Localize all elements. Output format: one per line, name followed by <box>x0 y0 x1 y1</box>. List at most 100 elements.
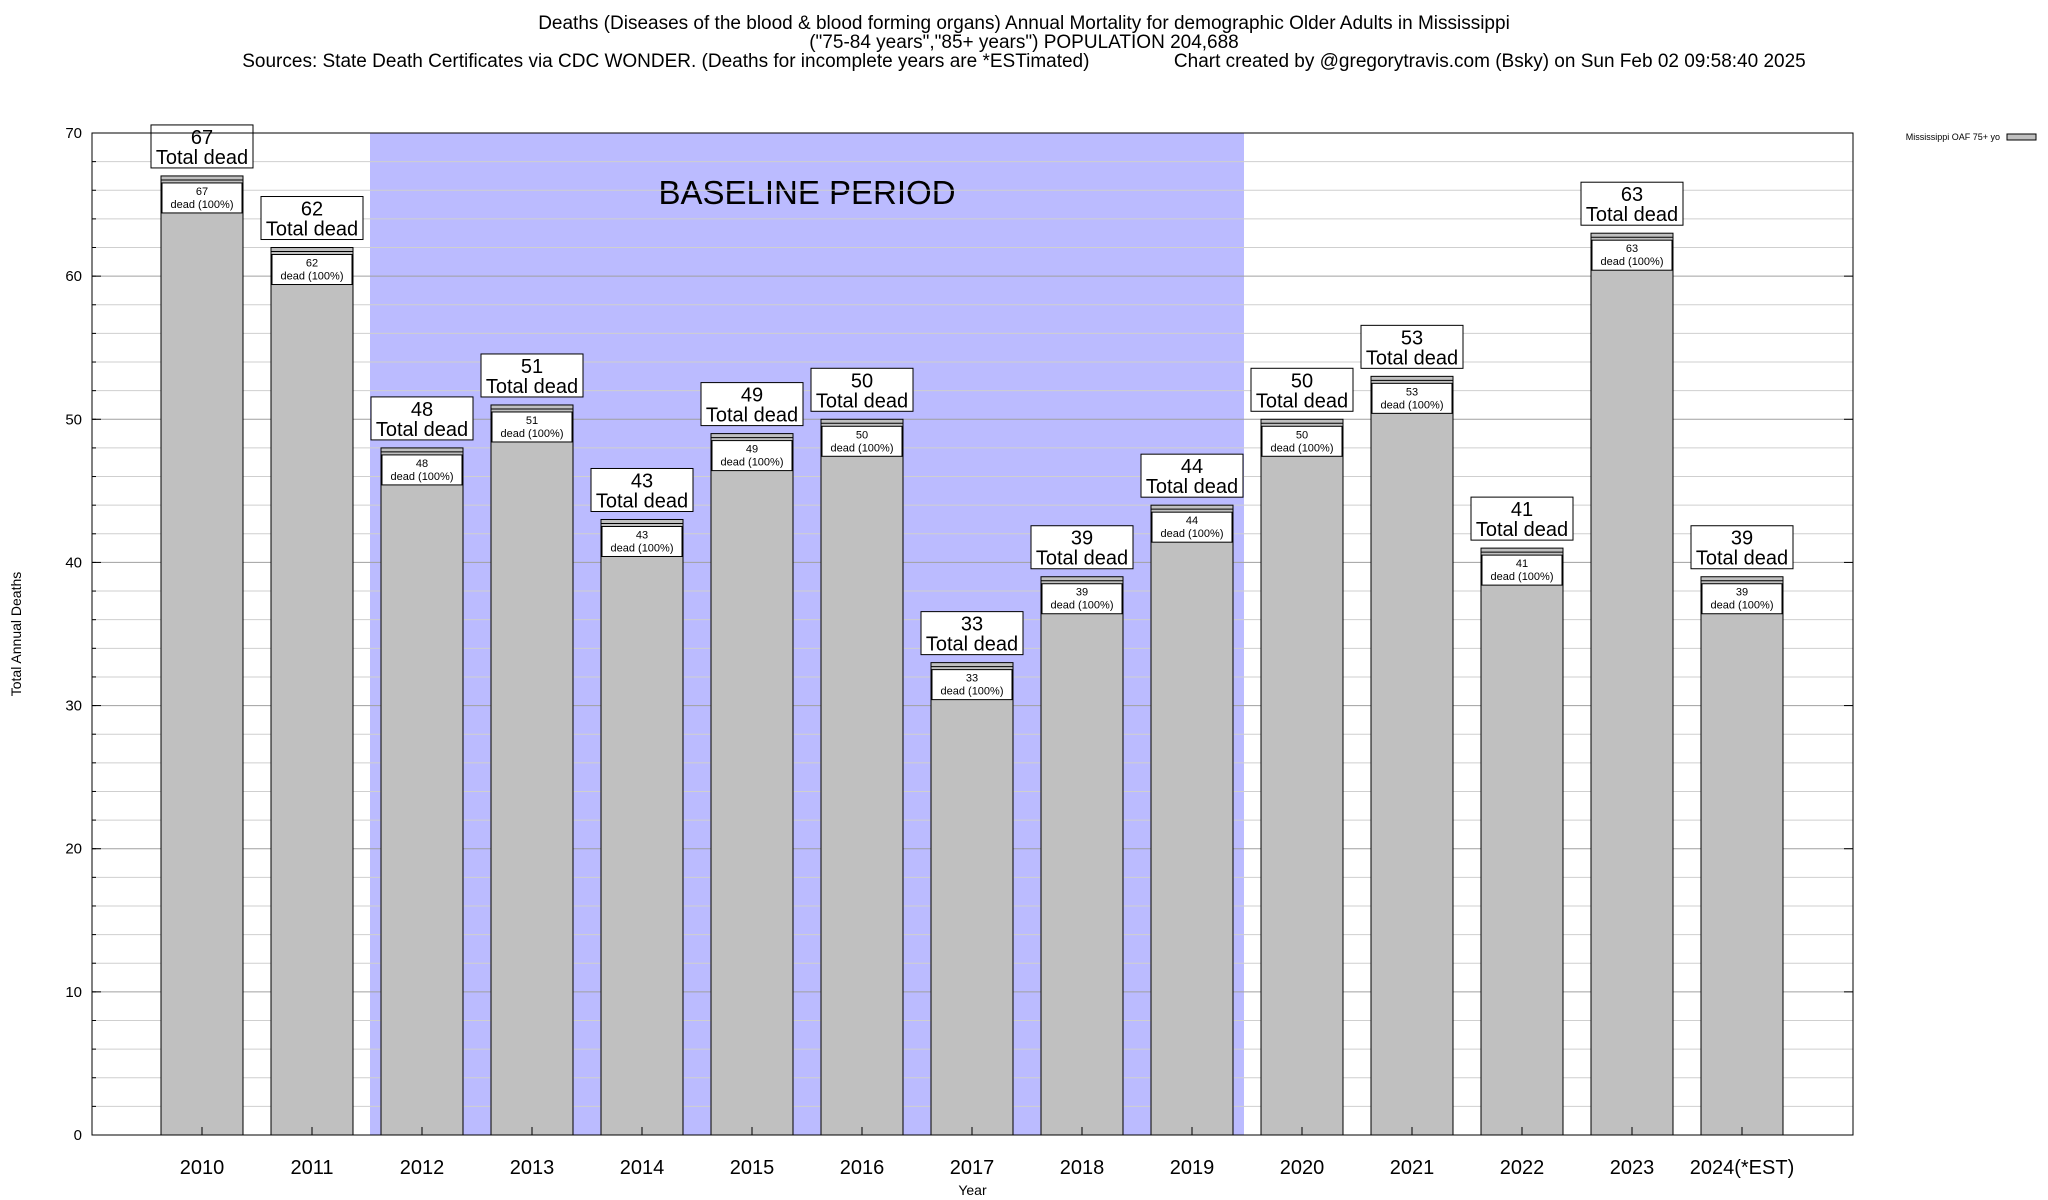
bar <box>600 518 684 1136</box>
bar-total-label-box <box>920 611 1024 656</box>
bar-inner-value: 33 <box>966 673 978 685</box>
bar-inner-value: 41 <box>1516 558 1528 570</box>
y-tick-label: 0 <box>74 1127 82 1144</box>
bar-inner-value: 50 <box>1296 429 1308 441</box>
x-tick-label: 2021 <box>1390 1157 1435 1179</box>
bar-inner-label-box <box>161 182 243 214</box>
bar-inner-value: 39 <box>1736 587 1748 599</box>
bar-inner-label-box <box>711 440 793 472</box>
bar-total-label-box <box>810 367 914 412</box>
chart-sources: Sources: State Death Certificates via CD… <box>242 51 1806 72</box>
bar-total-label-box <box>370 396 474 441</box>
bar-total-label: Total dead <box>486 376 578 398</box>
bar-inner-label: dead (100%) <box>1051 600 1114 612</box>
bar <box>710 433 794 1136</box>
x-tick-label: 2024(*EST) <box>1690 1157 1795 1179</box>
bar-inner-label-box <box>1151 511 1233 543</box>
bar-total-label-box <box>260 196 364 241</box>
bar-inner-label-box <box>1701 583 1783 615</box>
bar-total-label: Total dead <box>816 390 908 412</box>
bar-inner-label: dead (100%) <box>611 542 674 554</box>
bar <box>820 418 904 1136</box>
bar-total-label: Total dead <box>1476 519 1568 541</box>
y-axis-label: Total Annual Deaths <box>8 572 24 697</box>
bar-inner-value: 43 <box>636 529 648 541</box>
bar-total-value: 51 <box>521 356 543 378</box>
chart-subtitle: ("75-84 years","85+ years") POPULATION 2… <box>809 32 1239 53</box>
bar-total-label-box <box>1690 525 1794 570</box>
bar-total-label: Total dead <box>376 419 468 441</box>
x-tick-label: 2013 <box>510 1157 555 1179</box>
chart-title: Deaths (Diseases of the blood & blood fo… <box>538 13 1510 34</box>
y-tick-label: 60 <box>65 268 82 285</box>
bar-inner-label: dead (100%) <box>1491 571 1554 583</box>
bar-total-label-box <box>1140 453 1244 498</box>
bar-inner-label: dead (100%) <box>391 471 454 483</box>
y-tick-label: 40 <box>65 554 82 571</box>
plot-border <box>91 132 1854 1136</box>
bar-total-label-box <box>1250 367 1354 412</box>
bar-inner-label: dead (100%) <box>1271 442 1334 454</box>
bar-total-value: 39 <box>1731 528 1753 550</box>
bar <box>1260 418 1344 1136</box>
y-tick-label: 30 <box>65 698 82 715</box>
bar-total-label: Total dead <box>1586 204 1678 226</box>
bar <box>1040 576 1124 1136</box>
bar <box>930 662 1014 1136</box>
bar-inner-value: 44 <box>1186 515 1198 527</box>
bar-inner-value: 53 <box>1406 386 1418 398</box>
bar-inner-label-box <box>601 525 683 557</box>
bar-total-value: 39 <box>1071 528 1093 550</box>
bar-inner-value: 63 <box>1626 243 1638 255</box>
bar-total-value: 62 <box>301 199 323 221</box>
bar-inner-label-box <box>1371 382 1453 414</box>
x-tick-label: 2016 <box>840 1157 885 1179</box>
bar-inner-label: dead (100%) <box>501 428 564 440</box>
x-tick-label: 2019 <box>1170 1157 1215 1179</box>
bar-total-value: 43 <box>631 470 653 492</box>
bar-inner-value: 49 <box>746 444 758 456</box>
x-tick-label: 2012 <box>400 1157 445 1179</box>
legend-label: Mississippi OAF 75+ yo <box>1906 132 2000 142</box>
y-tick-label: 50 <box>65 411 82 428</box>
bar-total-value: 49 <box>741 385 763 407</box>
bar-inner-value: 67 <box>196 186 208 198</box>
bar <box>1150 504 1234 1136</box>
bar-inner-label-box <box>931 669 1013 701</box>
bar-total-label: Total dead <box>1696 548 1788 570</box>
x-tick-label: 2014 <box>620 1157 665 1179</box>
bar-total-value: 67 <box>191 127 213 149</box>
y-tick-label: 10 <box>65 984 82 1001</box>
x-tick-label: 2011 <box>290 1157 333 1179</box>
bar-inner-label-box <box>1481 554 1563 586</box>
bar-inner-value: 48 <box>416 458 428 470</box>
bar-total-label-box <box>1030 525 1134 570</box>
bar-inner-label: dead (100%) <box>281 271 344 283</box>
bar-total-label: Total dead <box>1036 548 1128 570</box>
bar-total-value: 41 <box>1511 499 1533 521</box>
bar-inner-label: dead (100%) <box>721 457 784 469</box>
bar-inner-label: dead (100%) <box>1161 528 1224 540</box>
bar-total-value: 50 <box>1291 370 1313 392</box>
bar <box>160 175 244 1136</box>
bar-inner-label-box <box>381 454 463 486</box>
x-tick-label: 2015 <box>730 1157 775 1179</box>
bar-total-label-box <box>1360 324 1464 369</box>
bar-total-label-box <box>1470 496 1574 541</box>
y-tick-label: 20 <box>65 841 82 858</box>
x-axis-label: Year <box>958 1182 987 1198</box>
bar-total-label: Total dead <box>706 405 798 427</box>
bar-inner-label-box <box>271 254 353 286</box>
bar-inner-label: dead (100%) <box>1601 256 1664 268</box>
bar-total-label: Total dead <box>1256 390 1348 412</box>
bar-total-value: 33 <box>961 614 983 636</box>
bar-total-label: Total dead <box>596 490 688 512</box>
bar <box>1590 232 1674 1136</box>
bar <box>1480 547 1564 1136</box>
bar-total-label: Total dead <box>266 219 358 241</box>
bar-inner-label: dead (100%) <box>171 199 234 211</box>
x-tick-label: 2010 <box>180 1157 225 1179</box>
bar-inner-label: dead (100%) <box>1381 399 1444 411</box>
bar-inner-value: 50 <box>856 429 868 441</box>
bar-total-label: Total dead <box>1366 347 1458 369</box>
